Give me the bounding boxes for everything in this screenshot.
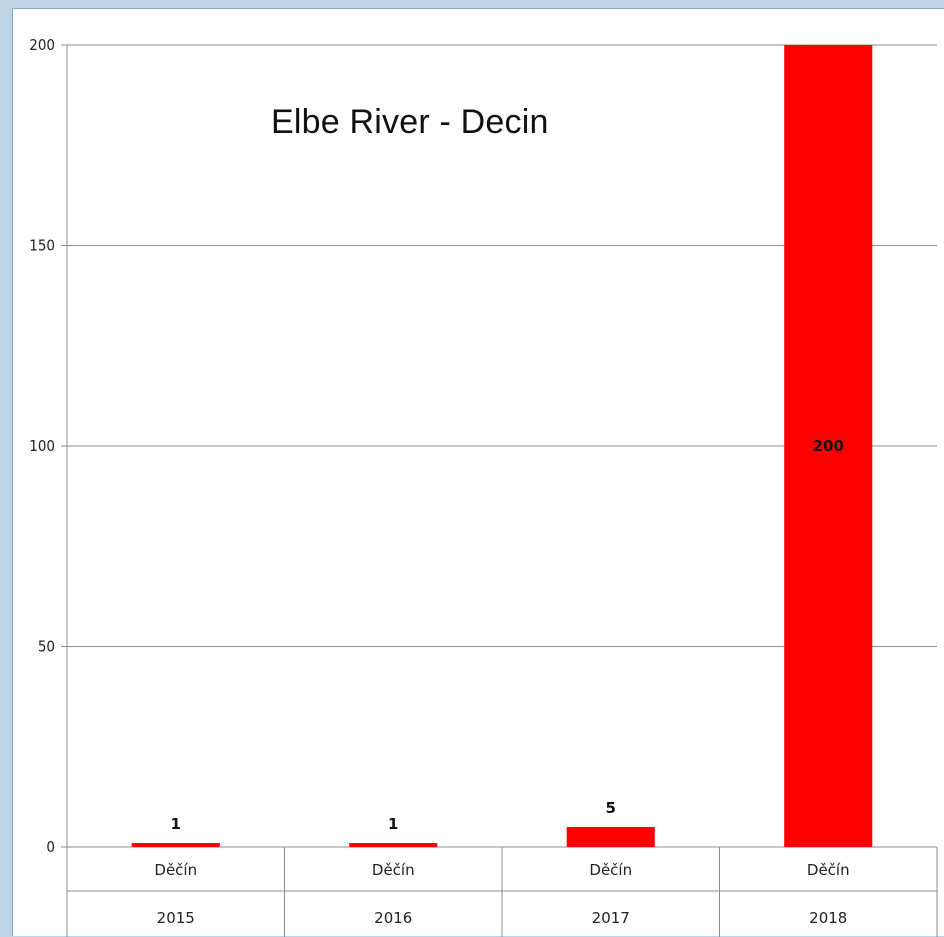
category-name-label: Děčín	[807, 861, 850, 879]
data-label-2018: 200	[813, 437, 844, 455]
category-name-label: Děčín	[372, 861, 415, 879]
y-tick-label-200: 200	[29, 36, 55, 54]
bar-2015	[131, 842, 220, 847]
bar-2017	[566, 826, 655, 847]
category-year-label: 2015	[157, 909, 195, 927]
category-year-label: 2016	[374, 909, 412, 927]
chart-frame: 1 1 5 200 0 50 100 150 200 Děčín 2015 Děčín 2016 Dě…	[12, 8, 944, 937]
data-label-2017: 5	[606, 799, 616, 817]
y-axis-tick-labels: 0 50 100 150 200	[29, 36, 55, 856]
category-name-label: Děčín	[154, 861, 197, 879]
y-tick-label-100: 100	[29, 437, 55, 455]
category-name-label: Děčín	[589, 861, 632, 879]
y-tick-label-0: 0	[46, 838, 55, 856]
data-label-2015: 1	[171, 815, 181, 833]
chart-title: Elbe River - Decin	[271, 103, 549, 141]
bar-2018	[784, 45, 873, 847]
bars: 1 1 5 200	[131, 45, 873, 847]
category-year-label: 2018	[809, 909, 847, 927]
category-axis: Děčín 2015 Děčín 2016 Děčín 2017 Děčín 2018	[66, 847, 938, 937]
y-tick-label-50: 50	[38, 638, 55, 656]
y-tick-label-150: 150	[29, 237, 55, 255]
data-label-2016: 1	[388, 815, 398, 833]
bar-2016	[349, 842, 438, 847]
category-year-label: 2017	[592, 909, 630, 927]
